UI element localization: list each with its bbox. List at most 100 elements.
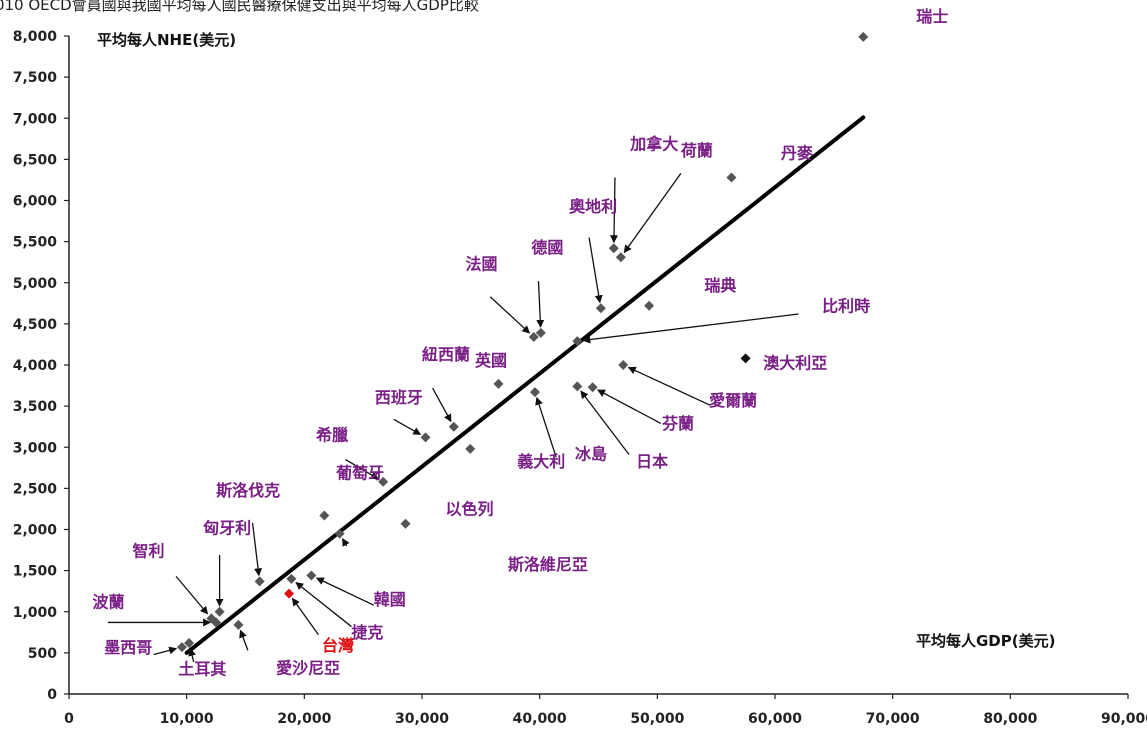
data-point-marker bbox=[595, 303, 606, 314]
y-tick-label: 1,000 bbox=[13, 605, 58, 621]
y-tick-label: 4,000 bbox=[13, 358, 58, 374]
x-tick-label: 50,000 bbox=[630, 711, 684, 727]
x-axis-title: 平均每人GDP(美元) bbox=[916, 632, 1055, 650]
x-axis-ticks: 0 10,000 20,000 30,000 40,000 50,000 60,000 70,… bbox=[64, 694, 1147, 727]
data-point-marker bbox=[644, 300, 655, 311]
y-axis-ticks: 0 500 1,000 1,500 2,000 2,500 3,000 3,500 4,000 4… bbox=[13, 29, 69, 703]
data-point-label: 義大利 bbox=[517, 452, 565, 471]
data-point-label: 英國 bbox=[474, 351, 507, 370]
data-point-marker bbox=[529, 387, 540, 398]
annotation-arrow bbox=[535, 396, 557, 458]
annotation-arrow bbox=[393, 418, 422, 435]
x-tick-label: 90,000 bbox=[1101, 711, 1147, 727]
y-tick-label: 2,500 bbox=[13, 481, 58, 497]
data-point-marker bbox=[254, 576, 265, 587]
data-point-marker bbox=[211, 617, 222, 628]
data-point-label: 愛沙尼亞 bbox=[276, 658, 340, 677]
data-point-label: 葡萄牙 bbox=[335, 464, 384, 483]
data-points bbox=[176, 31, 869, 653]
trendline-group bbox=[184, 115, 866, 655]
data-point-marker bbox=[184, 638, 195, 649]
data-point-marker bbox=[334, 528, 345, 539]
chart-title: 2)2010 OECD會員國與我國平均每人國民醫療保健支出與平均每人GDP比較 bbox=[0, 0, 479, 14]
data-point-marker bbox=[740, 353, 751, 364]
annotation-arrow bbox=[597, 389, 662, 424]
y-tick-label: 5,500 bbox=[13, 235, 58, 251]
data-point-label: 紐西蘭 bbox=[422, 345, 470, 364]
annotation-arrows bbox=[107, 172, 799, 663]
annotation-arrow bbox=[153, 646, 178, 656]
annotation-arrow bbox=[582, 313, 799, 344]
data-point-marker bbox=[306, 570, 317, 581]
data-point-marker bbox=[572, 336, 583, 347]
data-point-label: 墨西哥 bbox=[104, 638, 152, 657]
data-point-marker bbox=[400, 518, 411, 529]
data-point-marker bbox=[286, 573, 297, 584]
y-tick-label: 3,000 bbox=[13, 440, 58, 456]
x-tick-label: 10,000 bbox=[160, 711, 214, 727]
annotation-arrow bbox=[315, 577, 375, 606]
data-point-label: 西班牙 bbox=[375, 388, 423, 407]
data-point-marker bbox=[528, 332, 539, 343]
data-point-label: 瑞士 bbox=[916, 7, 948, 26]
annotation-arrow bbox=[536, 281, 545, 328]
data-point-marker bbox=[615, 252, 626, 263]
y-tick-label: 3,500 bbox=[13, 399, 58, 415]
data-point-label: 冰島 bbox=[575, 445, 607, 464]
y-tick-label: 7,000 bbox=[13, 111, 58, 127]
y-axis-title: 平均每人NHE(美元) bbox=[97, 31, 236, 49]
data-point-label: 匈牙利 bbox=[202, 519, 251, 538]
annotation-arrow bbox=[251, 522, 263, 577]
annotation-arrow bbox=[345, 459, 379, 480]
y-tick-label: 5,000 bbox=[13, 276, 58, 292]
data-point-label: 波蘭 bbox=[93, 593, 125, 612]
data-point-marker bbox=[319, 510, 330, 521]
data-point-marker bbox=[233, 619, 244, 630]
x-tick-label: 40,000 bbox=[513, 711, 567, 727]
annotation-arrow bbox=[432, 387, 452, 423]
data-point-marker bbox=[726, 172, 737, 183]
data-point-label: 韓國 bbox=[374, 590, 406, 609]
data-point-label: 台灣 bbox=[322, 636, 354, 655]
data-point-marker bbox=[858, 31, 869, 42]
x-tick-label: 80,000 bbox=[983, 711, 1037, 727]
y-tick-label: 4,500 bbox=[13, 317, 58, 333]
trendline bbox=[184, 115, 866, 655]
annotation-arrow bbox=[627, 366, 711, 406]
y-tick-label: 2,000 bbox=[13, 523, 58, 539]
annotation-arrow bbox=[342, 537, 350, 547]
annotation-arrow bbox=[239, 629, 249, 651]
data-point-marker bbox=[214, 606, 225, 617]
annotation-arrow bbox=[489, 296, 531, 334]
y-tick-label: 7,500 bbox=[13, 70, 58, 86]
data-point-label: 斯洛維尼亞 bbox=[508, 555, 588, 574]
x-tick-label: 60,000 bbox=[748, 711, 802, 727]
data-point-label: 芬蘭 bbox=[661, 414, 694, 433]
y-tick-label: 500 bbox=[28, 646, 57, 662]
data-point-label: 法國 bbox=[466, 255, 498, 274]
data-point-label: 以色列 bbox=[446, 500, 494, 519]
annotation-arrow bbox=[291, 597, 319, 636]
data-point-label: 加拿大 bbox=[629, 135, 678, 154]
y-tick-label: 6,500 bbox=[13, 152, 58, 168]
data-point-marker bbox=[420, 432, 431, 443]
annotation-arrow bbox=[175, 575, 209, 615]
data-point-marker bbox=[448, 421, 459, 432]
annotation-arrow bbox=[295, 581, 352, 628]
x-tick-label: 20,000 bbox=[277, 711, 331, 727]
data-point-label: 斯洛伐克 bbox=[216, 481, 280, 500]
y-tick-label: 1,500 bbox=[13, 564, 58, 580]
data-point-label: 奧地利 bbox=[569, 197, 617, 216]
y-tick-label: 8,000 bbox=[13, 29, 58, 45]
data-point-marker bbox=[493, 378, 504, 389]
annotation-arrow bbox=[188, 647, 197, 663]
annotation-arrow bbox=[588, 237, 603, 304]
annotation-arrow bbox=[610, 177, 619, 244]
data-point-marker bbox=[608, 243, 619, 254]
data-point-label: 比利時 bbox=[822, 297, 870, 316]
data-point-label: 澳大利亞 bbox=[763, 353, 827, 372]
data-point-label: 日本 bbox=[636, 452, 668, 471]
data-point-marker bbox=[176, 642, 187, 653]
